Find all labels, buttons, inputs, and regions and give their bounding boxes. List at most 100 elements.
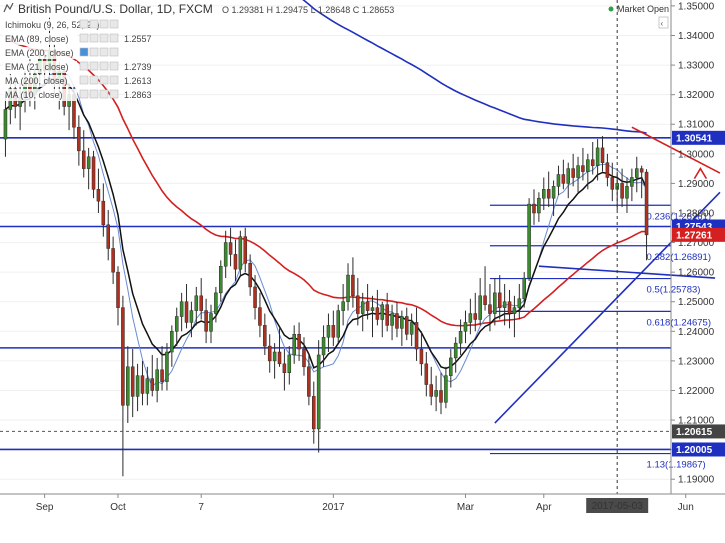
fibonacci-levels: 0.236(1.28261) 0.382(1.26891) 0.5(1.25783)… <box>489 204 711 471</box>
candle-body <box>204 310 208 332</box>
candle-body <box>302 348 306 368</box>
indicator-control-icon <box>89 33 99 43</box>
price-tag-box <box>672 424 725 439</box>
candle-body <box>106 224 110 249</box>
candle-body <box>404 316 409 335</box>
indicator-row-bg <box>3 33 77 45</box>
candle-body <box>258 307 262 326</box>
candle-body <box>527 203 531 279</box>
candle-body <box>86 156 91 169</box>
collapse-legend-button[interactable]: ‹ <box>658 16 669 29</box>
indicator-label: MA (10, close) <box>5 90 63 100</box>
cursor-date-box <box>586 498 649 513</box>
candle-body <box>639 168 644 173</box>
candle-body <box>542 189 546 199</box>
candle-body <box>473 313 478 320</box>
indicator-value: 1.2557 <box>124 34 152 44</box>
candle-body <box>101 200 106 226</box>
candle-body <box>287 354 292 373</box>
candle-body <box>517 298 522 308</box>
ohlc-readout: O 1.29381 H 1.29475 L 1.28648 C 1.28653 <box>222 5 394 15</box>
candle-body <box>150 378 155 391</box>
candle-body <box>571 168 575 178</box>
candle-body <box>238 236 243 270</box>
y-tick-label: 1.32000 <box>678 90 715 101</box>
indicator-control-icon <box>109 19 119 29</box>
candle-body <box>370 307 375 311</box>
y-tick-label: 1.22000 <box>678 386 715 397</box>
candle-body <box>140 375 145 394</box>
candle-body <box>3 109 8 140</box>
fib-level-label: 0.5(1.25783) <box>647 285 701 296</box>
candle-body <box>209 313 213 332</box>
candles <box>3 17 649 477</box>
candle-body <box>346 274 350 302</box>
price-tag-box <box>672 130 725 145</box>
chart-type-icon[interactable] <box>3 2 14 13</box>
candle-body <box>375 307 380 320</box>
y-tick-label: 1.21000 <box>678 416 715 427</box>
candle-body <box>331 325 336 338</box>
candle-body <box>595 147 600 166</box>
candle-body <box>228 242 233 255</box>
candle-body <box>497 292 502 308</box>
fib-level-label: 0.382(1.26891) <box>647 252 711 263</box>
candle-body <box>566 168 571 184</box>
indicator-label: Ichimoku (9, 26, 52, 26) <box>5 20 100 30</box>
candle-body <box>311 396 316 430</box>
price-tag-label: 1.27543 <box>676 222 713 233</box>
indicator-control-icon <box>79 33 89 43</box>
y-tick-label: 1.34000 <box>678 31 715 42</box>
trendline <box>538 265 716 279</box>
candle-body <box>199 295 203 311</box>
candle-body <box>130 366 135 397</box>
candle-body <box>111 248 115 273</box>
candle-body <box>546 189 551 199</box>
candle-body <box>439 390 443 403</box>
breakout-arrow <box>693 167 708 180</box>
candle-body <box>434 390 438 397</box>
y-tick-label: 1.35000 <box>678 1 715 12</box>
candle-body <box>341 301 345 311</box>
indicator-control-icon <box>89 89 99 99</box>
candle-body <box>233 254 238 270</box>
ma-10-line <box>15 71 647 388</box>
candle-body <box>316 354 321 430</box>
candle-body <box>483 295 487 305</box>
cursor-date-label: 2017-05-03 <box>592 501 644 512</box>
indicator-row-bg <box>3 19 77 31</box>
candle-body <box>507 301 512 314</box>
candle-body <box>121 307 125 406</box>
indicator-row-bg <box>3 75 77 87</box>
candle-body <box>522 277 526 300</box>
candle-body <box>400 316 404 329</box>
market-status-label: Market Open <box>617 4 669 14</box>
candle-body <box>620 183 624 199</box>
x-tick-label: 7 <box>198 502 204 513</box>
y-tick-label: 1.33000 <box>678 61 715 72</box>
candle-body <box>307 366 311 397</box>
candle-body <box>390 313 394 326</box>
candle-body <box>96 189 101 202</box>
y-tick-label: 1.27000 <box>678 238 715 249</box>
candle-body <box>512 307 517 314</box>
candle-body <box>272 351 277 362</box>
candle-body <box>644 171 649 236</box>
candle-body <box>253 286 257 308</box>
candle-body <box>248 263 252 288</box>
market-status: Market Open <box>608 4 669 14</box>
candle-body <box>576 165 580 178</box>
market-open-dot <box>608 6 614 12</box>
candle-body <box>360 301 365 314</box>
x-axis-ticks: Sep Oct 7 2017 Mar Apr Jun 2017-05-03 <box>36 494 694 513</box>
candle-body <box>581 165 585 172</box>
price-tag-label: 1.20615 <box>676 427 713 438</box>
price-tag-label: 1.27261 <box>676 230 713 241</box>
indicator-control-icon <box>99 89 109 99</box>
candle-body <box>634 168 639 178</box>
x-tick-label: Apr <box>536 502 552 513</box>
indicator-control-icon <box>79 75 89 85</box>
candle-body <box>590 159 595 166</box>
y-tick-label: 1.25000 <box>678 297 715 308</box>
